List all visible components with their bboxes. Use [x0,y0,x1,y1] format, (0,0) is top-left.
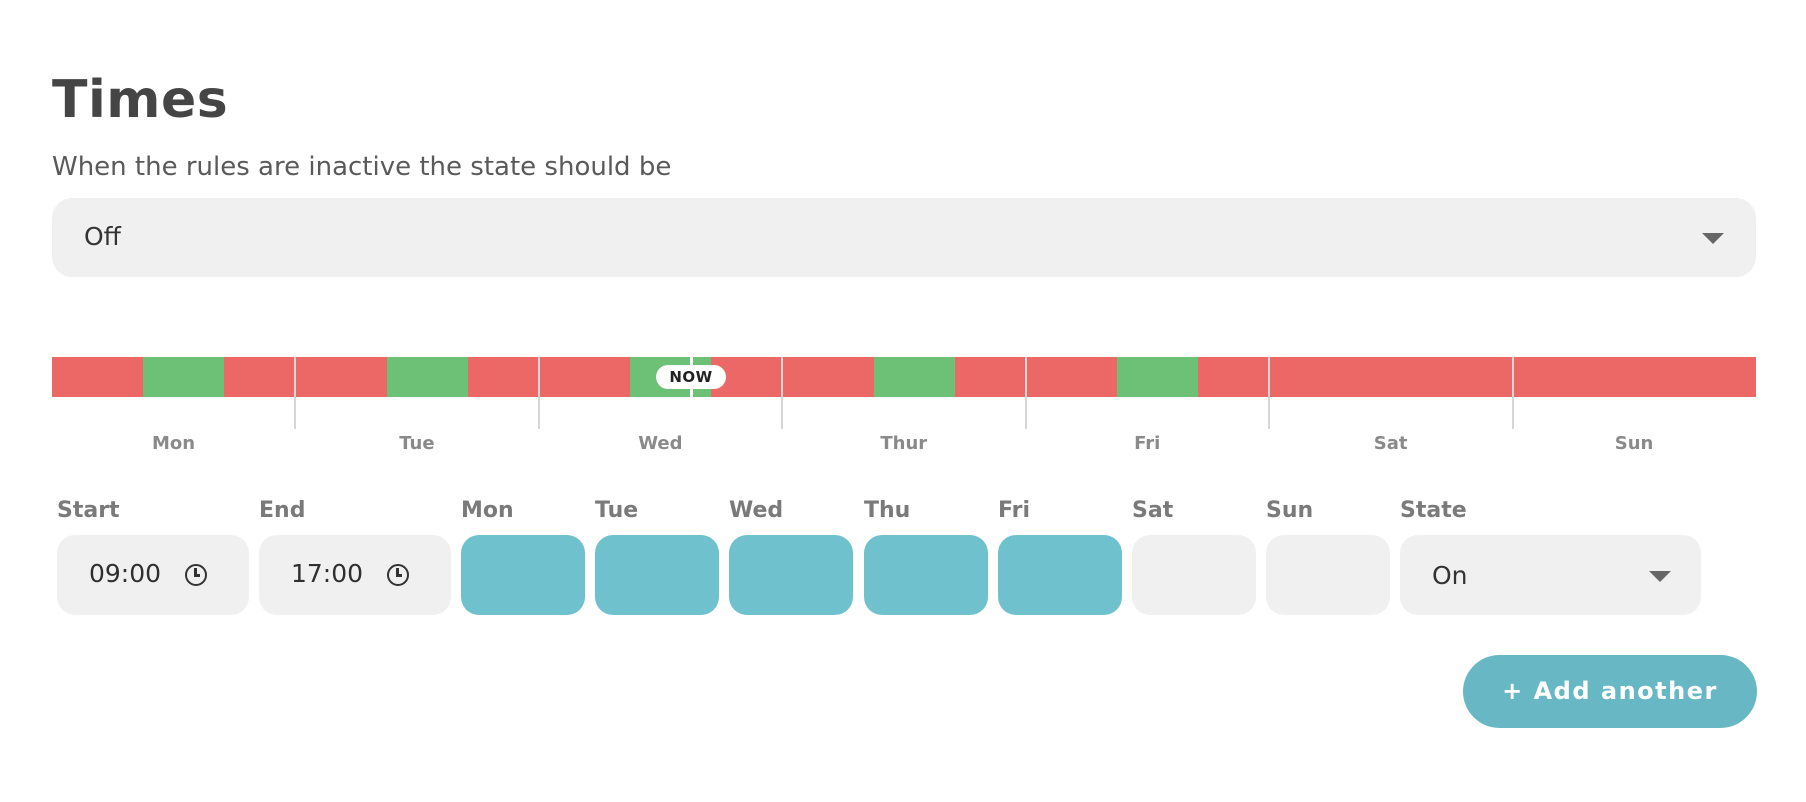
add-another-button[interactable]: + Add another [1463,655,1757,728]
end-time-input[interactable]: 17:00 [259,535,451,615]
wed-toggle[interactable] [729,535,853,615]
timeline-day-label: Sun [1614,433,1654,454]
start-time-value: 09:00 [89,559,162,588]
day-divider [781,357,784,429]
start-label: Start [57,498,120,523]
state-label: State [1400,498,1467,523]
caret-down-icon [1649,571,1671,582]
rule-state-select[interactable]: On [1400,535,1701,615]
timeline-segment-off [467,357,540,397]
wed-label: Wed [729,498,784,523]
day-divider [1511,357,1514,429]
clock-icon[interactable] [387,564,409,586]
weekly-timeline: NOW [52,357,1757,429]
start-time-input[interactable]: 09:00 [57,535,249,615]
sat-label: Sat [1132,498,1174,523]
timeline-segment-on [386,357,469,397]
timeline-segment-off [52,357,144,397]
inactive-state-value: Off [84,222,121,251]
mon-label: Mon [461,498,514,523]
timeline-segment-off [954,357,1027,397]
timeline-segment-off [538,357,631,397]
mon-toggle[interactable] [461,535,585,615]
timeline-segment-off [295,357,388,397]
sun-toggle[interactable] [1266,535,1390,615]
day-divider [537,357,540,429]
timeline-day-label: Sat [1373,433,1408,454]
fri-toggle[interactable] [998,535,1122,615]
day-divider [1024,357,1027,429]
sun-label: Sun [1266,498,1314,523]
timeline-segment-off [1512,357,1757,397]
thu-toggle[interactable] [864,535,988,615]
timeline-segment-off [1025,357,1118,397]
timeline-segment-on [143,357,225,397]
sat-toggle[interactable] [1132,535,1256,615]
inactive-state-select[interactable]: Off [52,198,1756,277]
day-divider [1268,357,1271,429]
timeline-segment-off [224,357,296,397]
clock-icon[interactable] [185,564,207,586]
timeline-segment-on [873,357,956,397]
end-label: End [259,498,306,523]
caret-down-icon [1702,233,1724,244]
timeline-day-label: Fri [1134,433,1161,454]
timeline-day-label: Mon [151,433,196,454]
day-divider [294,357,297,429]
fri-label: Fri [998,498,1031,523]
tue-label: Tue [595,498,639,523]
inactive-state-description: When the rules are inactive the state sh… [52,152,672,182]
now-badge: NOW [656,365,726,389]
rule-state-value: On [1432,561,1468,590]
timeline-segment-on [1117,357,1199,397]
thu-label: Thu [864,498,911,523]
end-time-value: 17:00 [291,559,364,588]
timeline-segment-off [782,357,875,397]
timeline-segment-off [1198,357,1270,397]
timeline-day-label: Thur [880,433,928,454]
page-title: Times [52,70,229,130]
timeline-day-label: Wed [638,433,683,454]
tue-toggle[interactable] [595,535,719,615]
timeline-segment-off [1269,357,1514,397]
timeline-day-label: Tue [399,433,435,454]
